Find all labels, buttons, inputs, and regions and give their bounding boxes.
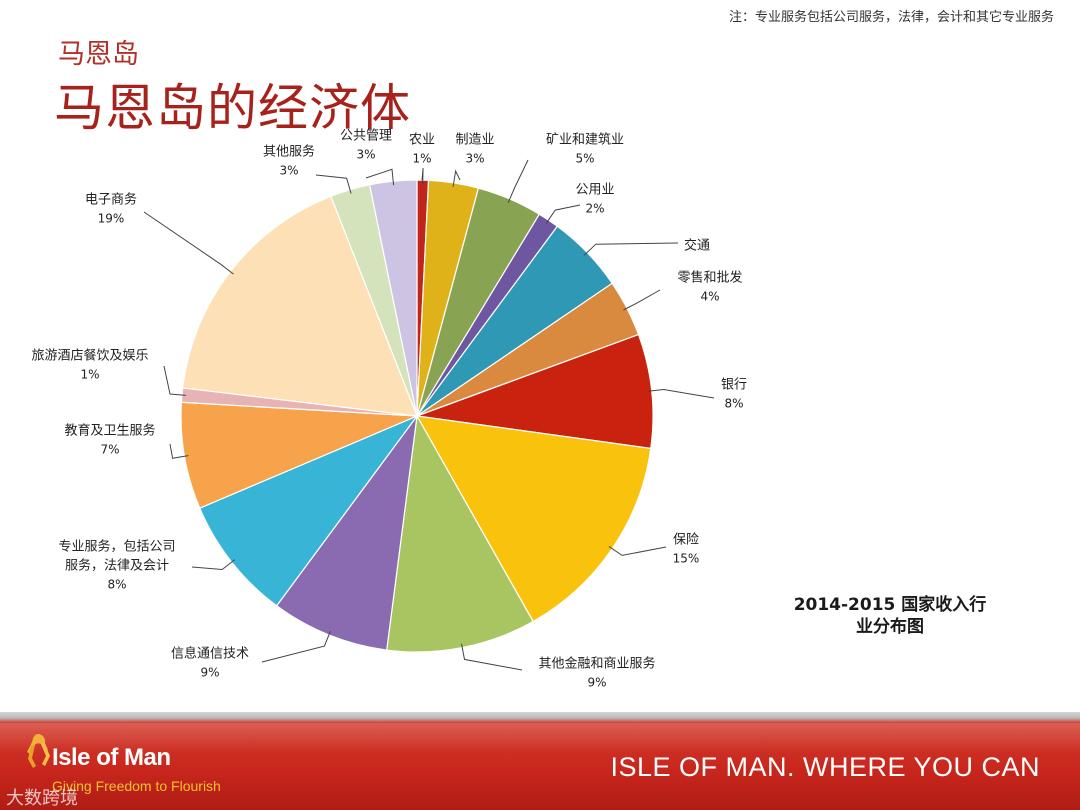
watermark: 大数跨境	[6, 788, 78, 809]
page-title: 马恩岛的经济体	[54, 79, 411, 137]
slice-category-label-11: 教育及卫生服务	[64, 423, 155, 439]
slice-category-label-1: 制造业	[455, 133, 494, 148]
slice-value-label-2: 5%	[575, 152, 594, 166]
slice-category-label-14: 其他服务	[263, 144, 315, 160]
slice-value-label-13: 19%	[98, 212, 125, 226]
leader-line-12	[163, 365, 186, 396]
slice-category-label-9: 信息通信技术	[171, 646, 249, 662]
leader-line-13	[143, 211, 234, 275]
slice-value-label-9: 9%	[200, 666, 219, 680]
footer-bar	[0, 712, 1080, 810]
chart-caption-line-2: 业分布图	[856, 617, 924, 637]
brand-name: Isle of Man	[52, 744, 171, 771]
slice-category-label-2: 矿业和建筑业	[546, 132, 624, 148]
slice-value-label-14: 3%	[279, 164, 298, 178]
page-subtitle: 马恩岛	[58, 39, 139, 70]
slice-value-label-8: 9%	[587, 676, 606, 690]
slice-value-label-15: 3%	[356, 148, 375, 162]
leader-line-10	[191, 559, 236, 571]
slice-value-label-5: 4%	[700, 290, 719, 304]
chart-caption-line-1: 2014-2015 国家收入行	[793, 595, 987, 615]
slice-value-label-1: 3%	[465, 152, 484, 166]
triskelion-logo-icon	[27, 734, 50, 768]
slice-category-label-3: 公用业	[575, 183, 614, 198]
slice-value-label-10: 8%	[107, 578, 126, 592]
leader-line-6	[647, 388, 715, 399]
slice-value-label-6: 8%	[724, 397, 743, 411]
slice-value-label-7: 15%	[673, 552, 700, 566]
leader-line-15	[365, 168, 395, 186]
chart-caption: 2014-2015 国家收入行 业分布图	[770, 594, 1010, 638]
leader-line-1	[452, 169, 461, 187]
slice-category-label-10: 服务，法律及会计	[65, 558, 169, 574]
slice-category-label-5: 零售和批发	[677, 270, 742, 286]
slice-category-label-15: 公共管理	[340, 129, 392, 144]
slice-category-label-7: 保险	[673, 533, 699, 548]
footer-slogan: ISLE OF MAN. WHERE YOU CAN	[610, 752, 1040, 782]
brand-tagline: Giving Freedom to Flourish	[52, 778, 221, 794]
footer-shine	[0, 723, 1080, 753]
leader-line-4	[583, 242, 679, 256]
slice-category-label-8: 其他金融和商业服务	[538, 656, 655, 672]
leader-lines	[143, 159, 715, 671]
leader-line-0	[421, 168, 424, 185]
leader-line-3	[545, 204, 581, 224]
slice-category-label-10: 专业服务，包括公司	[58, 539, 175, 555]
leader-line-7	[608, 545, 667, 556]
slice-value-label-11: 7%	[100, 443, 119, 457]
leader-line-11	[169, 443, 189, 459]
slice-value-label-12: 1%	[80, 368, 99, 382]
leader-line-8	[461, 643, 523, 671]
footnote: 注：专业服务包括公司服务，法律，会计和其它专业服务	[728, 10, 1054, 25]
slice-category-label-13: 电子商务	[85, 192, 137, 208]
leader-line-2	[507, 159, 529, 203]
pie-slices	[180, 179, 654, 653]
slice-value-label-3: 2%	[585, 202, 604, 216]
leader-line-14	[315, 174, 352, 194]
leader-line-5	[623, 289, 661, 311]
leader-line-9	[261, 631, 331, 663]
slice-value-label-0: 1%	[412, 152, 431, 166]
slice-category-label-0: 农业	[409, 133, 435, 148]
slice-category-label-4: 交通	[684, 238, 710, 254]
slice-category-label-12: 旅游酒店餐饮及娱乐	[31, 348, 148, 364]
slice-category-label-6: 银行	[721, 378, 747, 393]
